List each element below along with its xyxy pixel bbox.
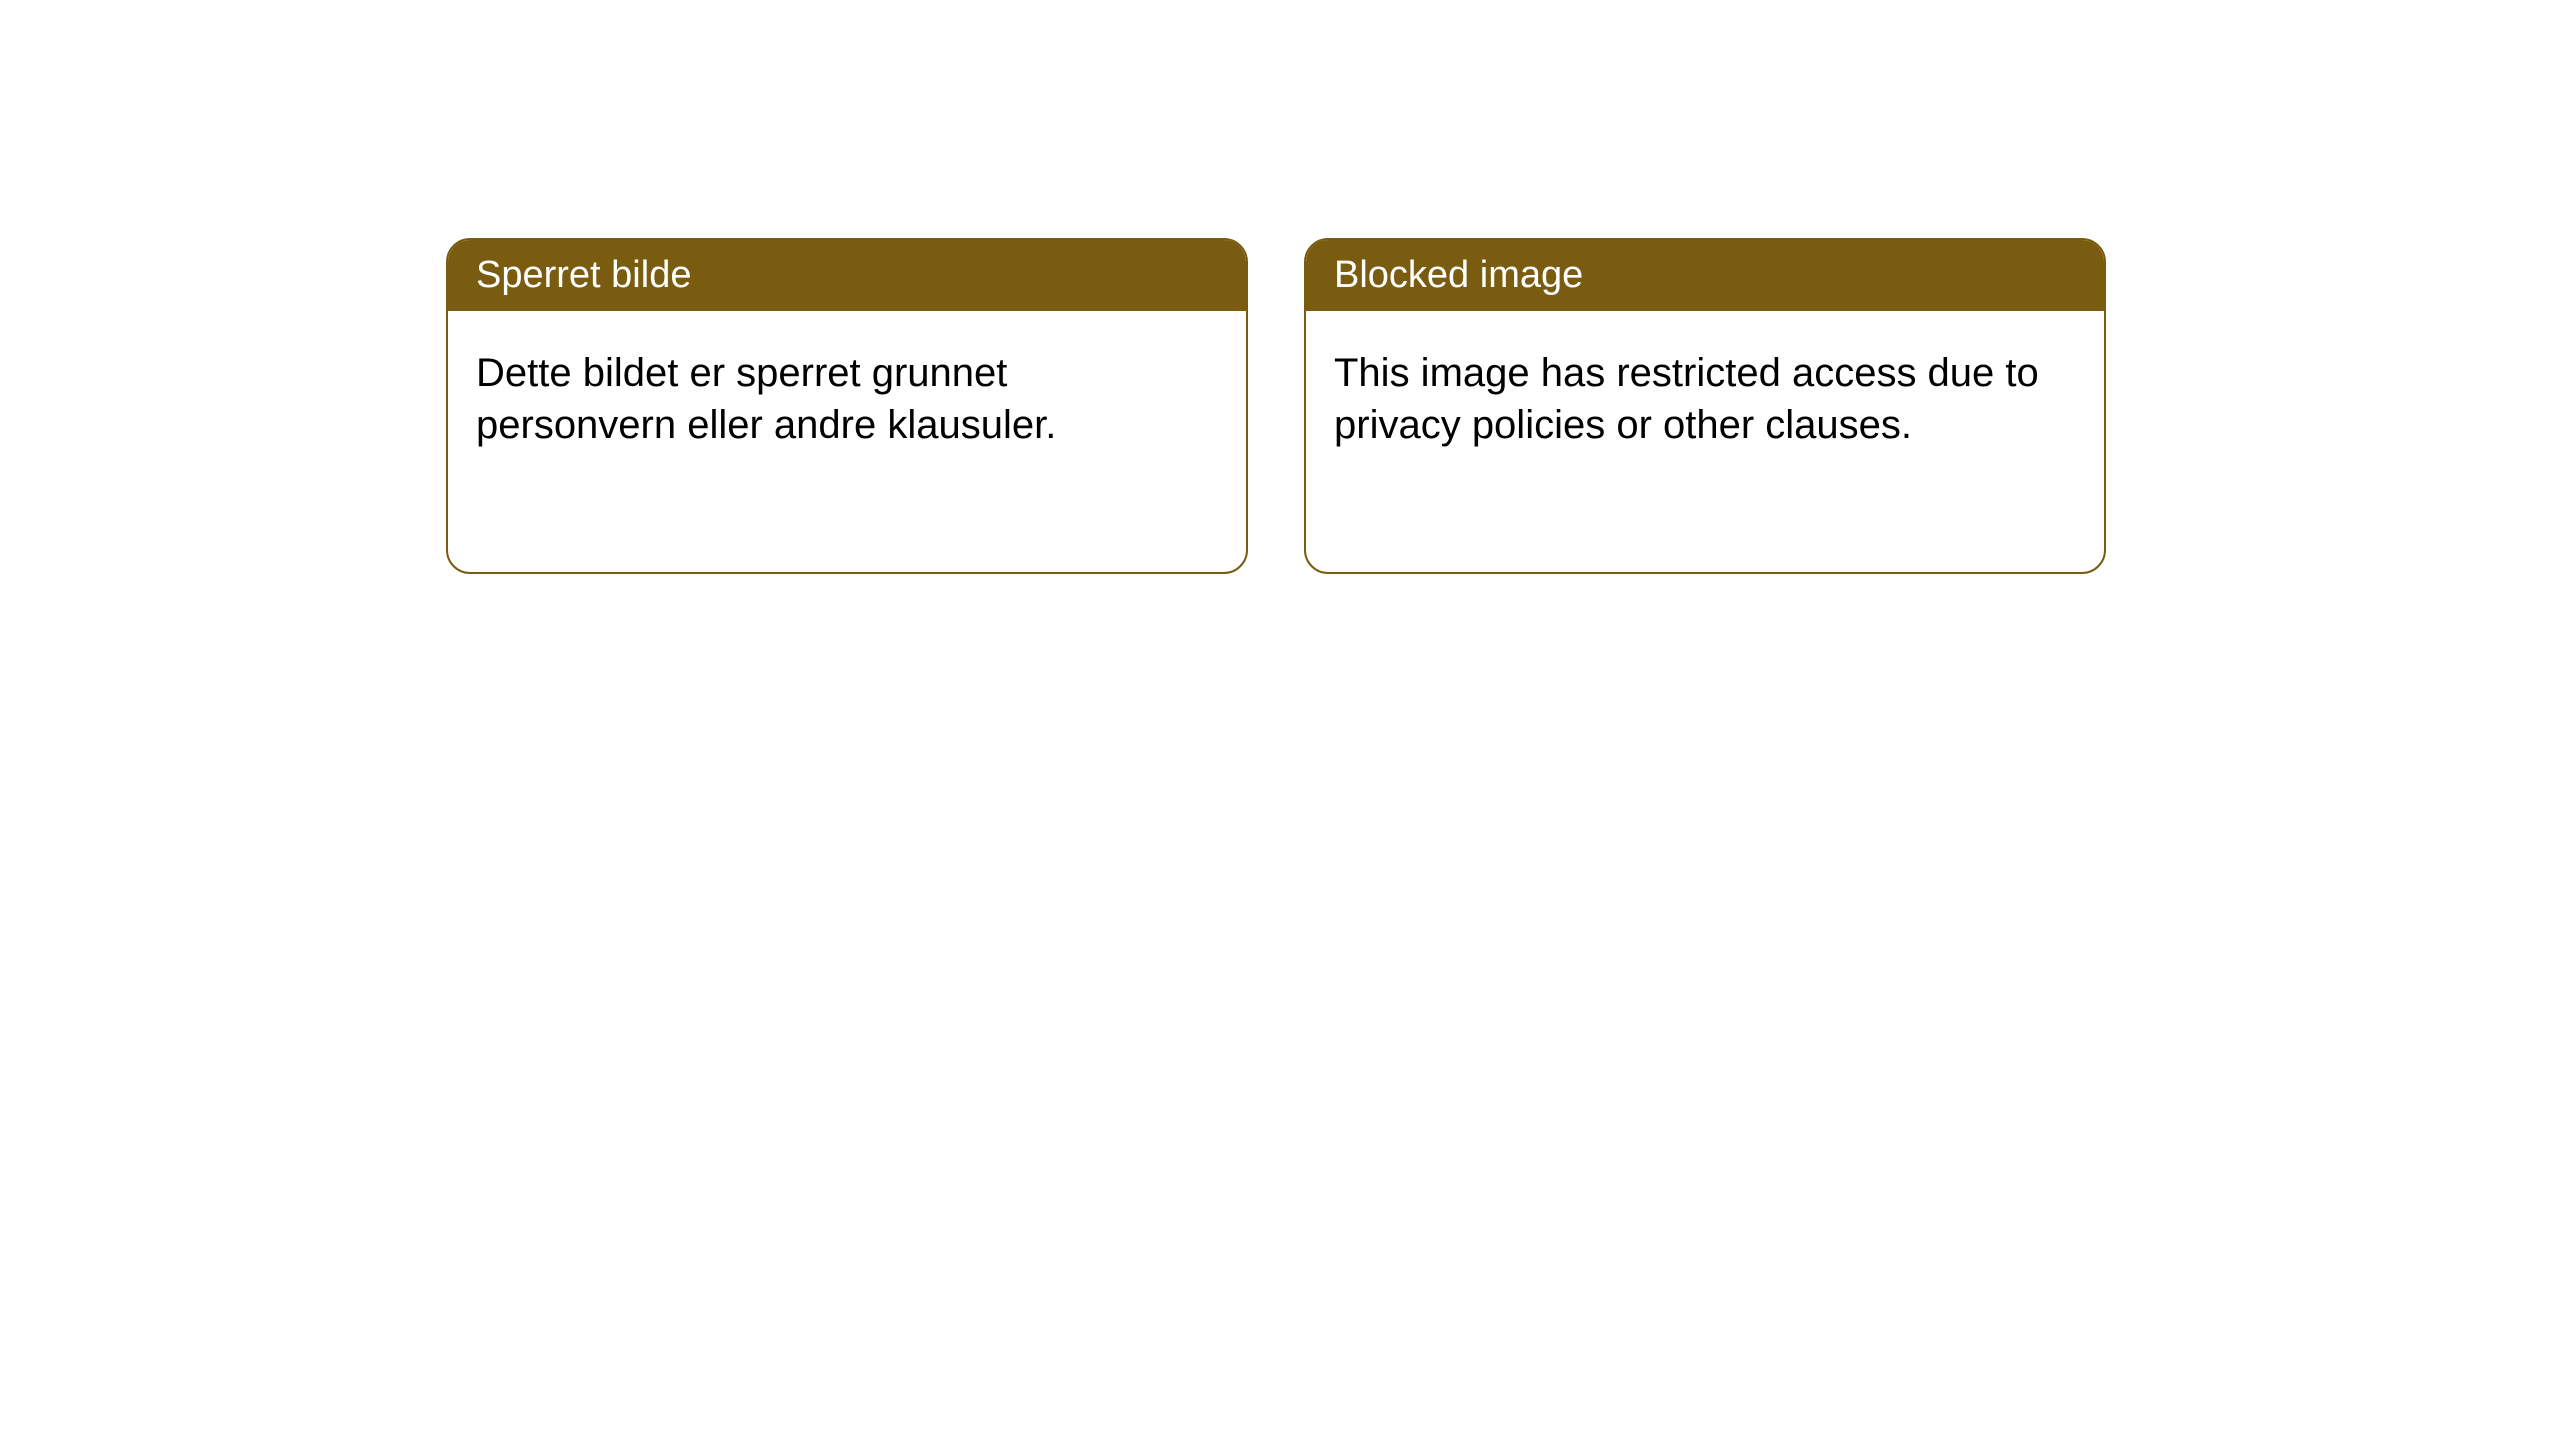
notice-card-norwegian: Sperret bilde Dette bildet er sperret gr… (446, 238, 1248, 574)
card-header: Blocked image (1306, 240, 2104, 311)
card-body-text: Dette bildet er sperret grunnet personve… (476, 351, 1056, 447)
notice-container: Sperret bilde Dette bildet er sperret gr… (446, 238, 2106, 574)
card-header: Sperret bilde (448, 240, 1246, 311)
card-body: This image has restricted access due to … (1306, 311, 2104, 487)
card-title: Sperret bilde (476, 254, 691, 296)
card-body: Dette bildet er sperret grunnet personve… (448, 311, 1246, 487)
notice-card-english: Blocked image This image has restricted … (1304, 238, 2106, 574)
card-title: Blocked image (1334, 254, 1583, 296)
card-body-text: This image has restricted access due to … (1334, 351, 2039, 447)
